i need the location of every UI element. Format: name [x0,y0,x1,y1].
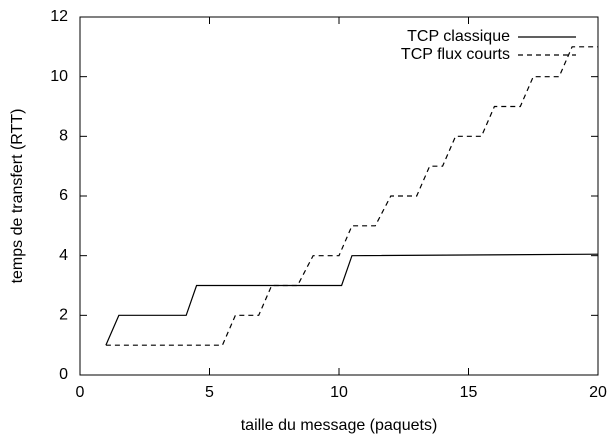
y-tick-label: 10 [50,68,68,85]
x-tick-label: 10 [330,384,348,401]
y-axis-label: temps de transfert (RTT) [9,109,26,284]
y-tick-label: 4 [59,247,68,264]
y-tick-label: 0 [59,366,68,383]
x-axis-label: taille du message (paquets) [241,417,438,434]
series-line [105,46,598,346]
legend-label: TCP flux courts [401,46,510,63]
y-tick-label: 12 [50,8,68,25]
y-tick-label: 8 [59,128,68,145]
plot-frame [79,16,599,376]
y-tick-label: 2 [59,307,68,324]
series-line [105,253,599,346]
x-tick-label: 20 [589,384,607,401]
y-tick-label: 6 [59,187,68,204]
x-tick-label: 0 [76,384,85,401]
x-tick-label: 5 [205,384,214,401]
x-tick-label: 15 [460,384,478,401]
legend-label: TCP classique [407,28,510,45]
